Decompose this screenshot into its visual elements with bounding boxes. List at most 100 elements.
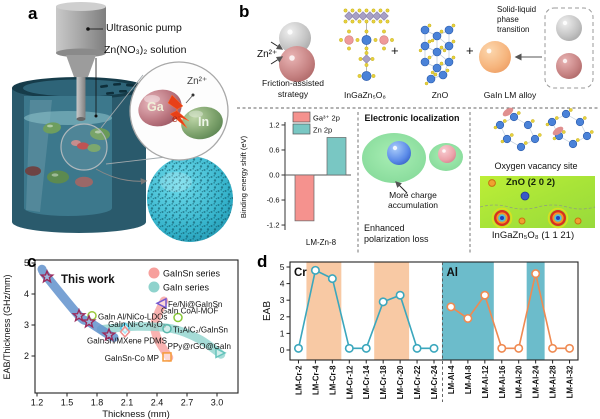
panel-a-illustration [12,2,233,242]
svg-text:0.0: 0.0 [269,171,279,180]
svg-text:GaInSn series: GaInSn series [163,269,221,279]
section-dividers [237,107,598,253]
svg-text:1: 1 [280,328,285,338]
svg-text:LM-Al-32: LM-Al-32 [566,365,575,399]
zno-plane-label: ZnO (2 0 2) [506,177,556,188]
svg-text:GaInSn-Co MP: GaInSn-Co MP [105,354,159,363]
friction-spheres [270,22,315,82]
svg-text:LM-Al-28: LM-Al-28 [549,365,558,399]
svg-text:This work: This work [61,274,115,286]
panel-b-label: b [239,2,250,21]
svg-text:LM-Al-12: LM-Al-12 [481,365,490,399]
svg-text:5: 5 [280,262,285,272]
charge-arrow [395,181,408,194]
svg-text:1.2: 1.2 [269,121,279,130]
panel-b-illustration [237,7,598,253]
svg-text:LM-Al-4: LM-Al-4 [447,365,456,394]
svg-text:4: 4 [280,279,285,289]
electron-label: e⁻ [172,114,183,125]
svg-text:Thickness (mm): Thickness (mm) [102,409,170,419]
svg-text:LM-Al-16: LM-Al-16 [498,365,507,399]
svg-text:LM-Cr-20: LM-Cr-20 [396,365,405,399]
in-label: In [198,115,210,129]
porous-microsphere [147,156,233,242]
enhanced-loss-1: Enhanced [364,223,405,233]
annotation-lines [86,27,103,118]
svg-text:LM-Al-20: LM-Al-20 [515,365,524,399]
svg-text:3.0: 3.0 [211,398,224,408]
ga-label: Ga [147,100,164,114]
vent-slots [100,82,134,95]
magnifier-line-bottom [105,156,167,165]
panel-d-label: d [257,252,268,271]
bullseye-atom-1 [491,207,513,229]
friction-caption-1: Friction-assisted [262,78,324,88]
zn-ion-label-a: Zn²⁺ [187,76,208,87]
svg-text:0.6: 0.6 [269,146,279,155]
magnified-droplet-view [129,61,229,161]
svg-text:EAB: EAB [262,301,273,321]
alloy-caption: GaIn LM alloy [483,90,537,100]
solution-label: Zn(NO₃)₂ solution [104,44,187,56]
svg-text:LM-Cr-8: LM-Cr-8 [328,365,337,395]
svg-text:1.8: 1.8 [91,398,104,408]
binding-energy-chart: Binding energy shift (eV) 1.2 0.6 0.0 -0.6 -1… [239,111,351,247]
svg-text:LM-Al-8: LM-Al-8 [464,365,473,394]
svg-text:-0.6: -0.6 [267,196,280,205]
svg-text:Zn 2p: Zn 2p [313,126,332,135]
pump-label: Ultrasonic pump [106,22,182,34]
svg-text:GaIn series: GaIn series [163,283,210,293]
eab-thickness-chart: 1.2 1.5 1.8 2.1 2.4 2.7 3.0 2 3 4 5 Thickness (mm) E… [2,258,239,419]
svg-text:2: 2 [280,312,285,322]
electronic-localization-title: Electronic localization [364,113,460,123]
svg-text:Ti₃AlC₂/GaInSn: Ti₃AlC₂/GaInSn [173,326,228,335]
metal-droplets [25,122,110,188]
svg-text:Fe/Ni@GaInSn: Fe/Ni@GaInSn [168,300,222,309]
svg-text:LM-Cr-22: LM-Cr-22 [413,365,422,399]
magnifier-line-top [100,74,144,129]
svg-text:LM-Cr-24: LM-Cr-24 [430,365,439,399]
svg-text:2: 2 [24,351,29,361]
arrow-to-sphere [95,168,148,185]
svg-text:LM-Al-24: LM-Al-24 [532,365,541,399]
svg-text:LM-Cr-2: LM-Cr-2 [295,365,304,395]
svg-text:GaIn Al/NiCo-LDOs: GaIn Al/NiCo-LDOs [98,313,167,322]
svg-text:Cr: Cr [294,267,307,279]
eab-composition-chart: 0 1 2 3 4 5 EAB LM-Cr-2 LM-Cr-4 LM-Cr-8 LM-Cr-12 LM… [262,261,579,402]
svg-text:2.1: 2.1 [121,398,134,408]
zno-caption: ZnO [431,90,449,100]
svg-text:3: 3 [24,320,29,330]
reactor-container [12,77,146,233]
svg-text:5: 5 [24,258,29,268]
plus-sign-1: + [391,43,399,58]
vacancy-caption: Oxygen vacancy site [494,161,578,171]
svg-text:Al: Al [446,267,458,279]
panel-a-label: a [28,4,38,23]
igzo-crystal-structure [339,8,394,81]
magnifier-source-circle [60,123,108,171]
svg-text:2.7: 2.7 [181,398,194,408]
ultrasonic-pump [56,2,106,121]
svg-text:3: 3 [280,295,285,305]
svg-text:Binding energy shift (eV): Binding energy shift (eV) [239,135,248,218]
zn-ion-label-b: Zn²⁺ [257,49,278,60]
svg-text:LM-Cr-18: LM-Cr-18 [379,365,388,399]
zno-crystal-structure [418,23,456,86]
svg-text:4: 4 [24,289,29,299]
svg-text:GaInSn/MXene PDMS: GaInSn/MXene PDMS [87,337,167,346]
panel-c-label: c [27,252,37,271]
electron-transfer-flash [167,94,190,129]
svg-text:Ga³⁺ 2p: Ga³⁺ 2p [313,114,340,123]
svg-text:EAB/Thickness (GHz/mm): EAB/Thickness (GHz/mm) [2,274,12,379]
in-droplet [181,106,223,140]
bullseye-atom-2 [547,207,569,229]
svg-text:1.2: 1.2 [31,398,44,408]
alloy-transition [479,7,594,89]
svg-text:GaIn CoAl-MOF: GaIn CoAl-MOF [161,307,218,316]
electron-cloud-blobs [362,133,463,194]
svg-text:2.4: 2.4 [151,398,164,408]
plus-sign-2: + [466,43,474,58]
more-charge-1: More charge [389,190,437,200]
svg-text:LM-Cr-14: LM-Cr-14 [362,365,371,399]
